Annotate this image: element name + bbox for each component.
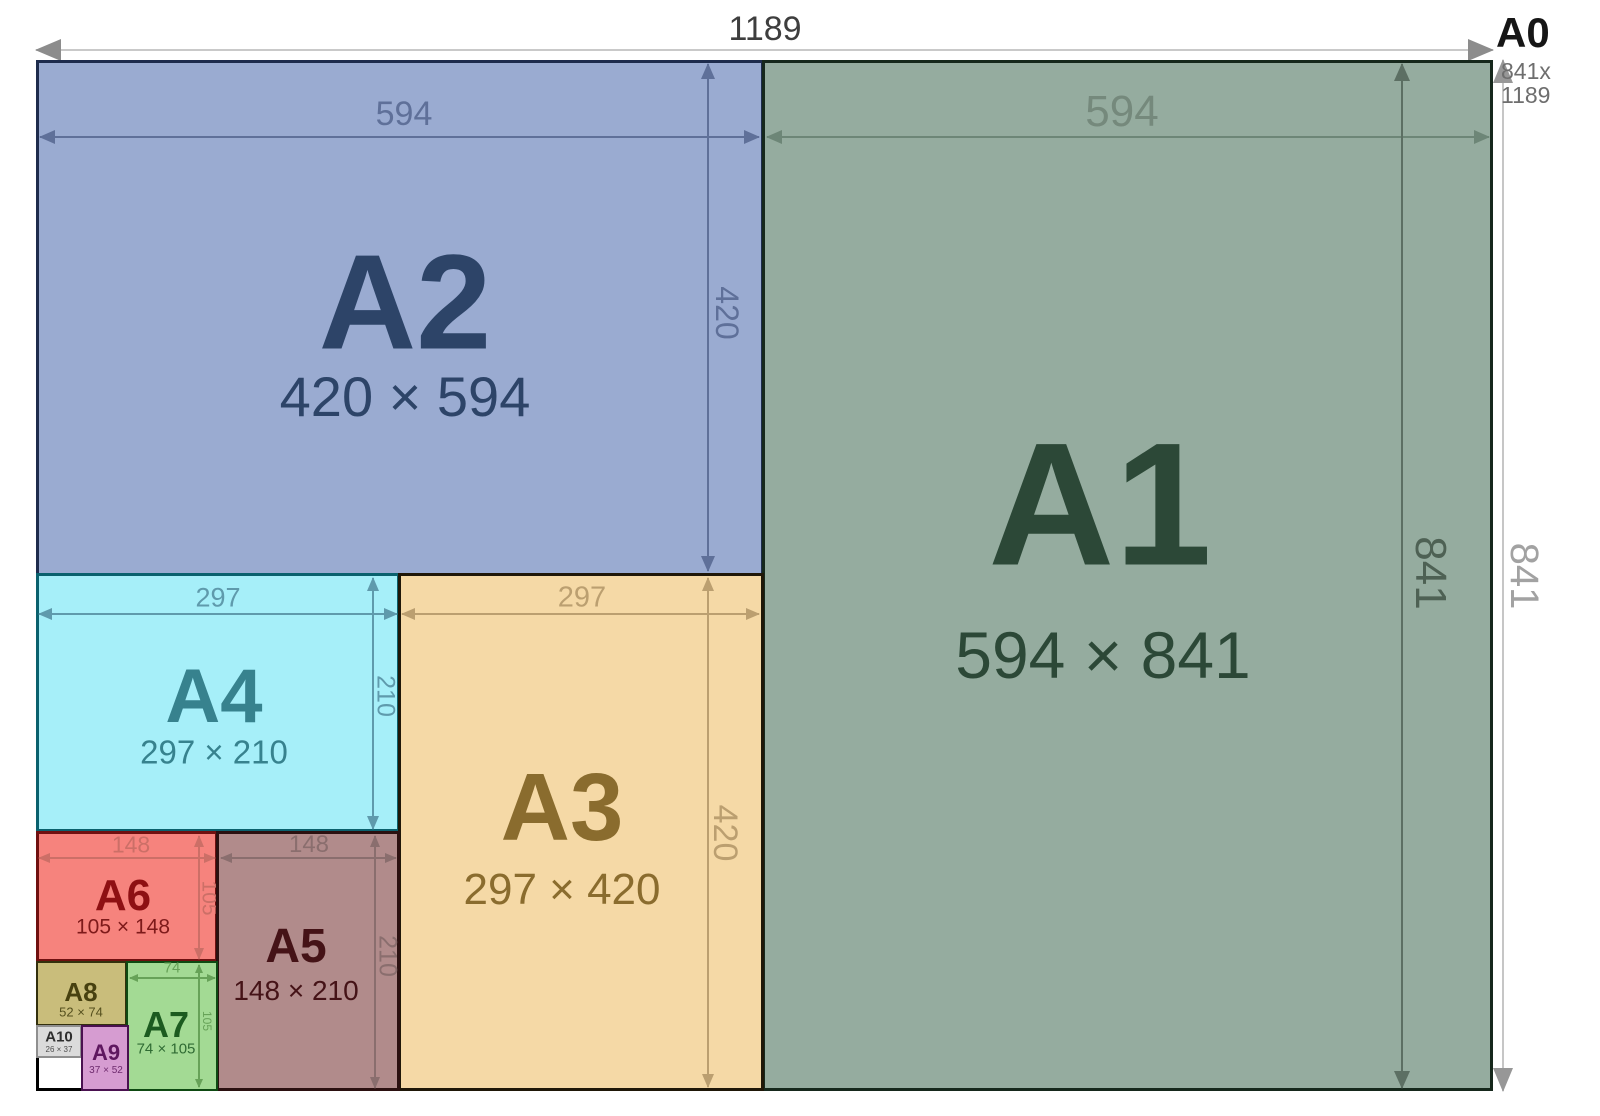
sheet-a9-rect: [81, 1025, 129, 1091]
arrow-left-icon: [38, 853, 50, 863]
sheet-a3-size: 297 × 420: [463, 865, 661, 914]
dim-line-a6-width: [38, 853, 216, 863]
dim-line-a1-height: [1394, 63, 1410, 1089]
sheet-a10-size: 26 × 37: [45, 1045, 73, 1054]
arrow-left-icon: [220, 853, 232, 863]
arrow-left-icon: [401, 608, 415, 620]
dim-line-a3-height: [702, 577, 714, 1088]
sheet-a2-rect: [36, 60, 764, 576]
arrow-up-icon: [1394, 63, 1410, 81]
dim-a4-width-label: 297: [195, 582, 241, 613]
arrow-up-icon: [194, 835, 204, 847]
dim-line-a6-height: [194, 835, 204, 960]
arrow-up-icon: [702, 577, 714, 591]
arrow-right-icon: [1468, 39, 1494, 61]
dim-a2-width-label: 594: [375, 95, 433, 133]
sheet-a5-label: A5: [265, 920, 327, 973]
arrow-right-icon: [746, 608, 760, 620]
sheet-a8-size: 52 × 74: [59, 1004, 103, 1020]
dim-a2-height-label: 420: [709, 286, 745, 340]
dim-a3-height-label: 420: [706, 804, 744, 862]
sheet-a9-size: 37 × 52: [89, 1065, 123, 1076]
sheet-a4-label: A4: [165, 654, 263, 739]
sheet-a6-rect: [36, 831, 218, 962]
dim-a5-width-label: 148: [288, 831, 330, 858]
arrow-right-icon: [744, 130, 760, 144]
dim-a6-width-label: 148: [111, 831, 151, 858]
sheet-a10-label: A10: [45, 1028, 73, 1046]
arrow-left-icon: [766, 130, 782, 144]
arrow-down-icon: [1394, 1071, 1410, 1089]
arrow-right-icon: [204, 853, 216, 863]
dim-line-a7-width: [129, 974, 216, 982]
dim-a1-height-label: 841: [1406, 536, 1455, 610]
sheet-a4-rect: [36, 573, 400, 832]
sheet-a5-size: 148 × 210: [233, 975, 359, 1006]
dim-line-a0-height: [1493, 59, 1513, 1092]
arrow-up-icon: [370, 835, 380, 847]
arrow-right-icon: [385, 853, 397, 863]
sheet-a3-rect: [398, 573, 764, 1091]
arrow-down-icon: [370, 1077, 380, 1089]
dim-line-a5-height: [370, 835, 380, 1089]
arrow-down-icon: [195, 1079, 203, 1088]
sheet-a4-size: 297 × 210: [140, 733, 288, 771]
dim-line-a4-width: [38, 608, 398, 620]
arrow-left-icon: [129, 974, 138, 982]
arrow-left-icon: [39, 130, 55, 144]
dim-a3-width-label: 297: [557, 581, 607, 614]
sheet-a1-rect: [762, 60, 1493, 1091]
dim-a0-height-label: 841: [1502, 542, 1546, 610]
arrow-down-icon: [367, 816, 379, 830]
dim-line-a1-width: [766, 130, 1490, 144]
sheet-a0-size-line1: 841x: [1501, 58, 1551, 84]
sheet-a6-size: 105 × 148: [75, 915, 171, 939]
arrow-down-icon: [1493, 1068, 1513, 1092]
sheet-a7-label: A7: [142, 1004, 190, 1045]
dim-a0-width-label: 1189: [728, 10, 802, 48]
arrow-up-icon: [701, 63, 715, 79]
sheet-a0-label: A0: [1496, 9, 1550, 56]
dim-a5-height-label: 210: [373, 935, 402, 977]
arrow-up-icon: [1493, 59, 1513, 83]
sheet-a2-label: A2: [318, 226, 492, 378]
arrow-up-icon: [195, 964, 203, 973]
dim-line-a4-height: [367, 577, 379, 830]
sheet-a8-label: A8: [64, 977, 98, 1007]
dim-line-a7-height: [195, 964, 203, 1088]
sheet-a2-size: 420 × 594: [279, 365, 531, 428]
arrow-right-icon: [384, 608, 398, 620]
dim-a7-width-label: 74: [163, 959, 181, 977]
sheet-a3-label: A3: [500, 754, 624, 861]
sheet-a0-size-line2: 1189: [1501, 82, 1551, 108]
dim-line-a2-height: [701, 63, 715, 572]
sheet-a1-size: 594 × 841: [955, 618, 1251, 692]
arrow-right-icon: [1474, 130, 1490, 144]
sheet-a1-label: A1: [988, 407, 1212, 603]
sheet-a9-label: A9: [91, 1040, 121, 1065]
sheet-a7-size: 74 × 105: [136, 1040, 196, 1058]
arrow-down-icon: [701, 556, 715, 572]
dim-a4-height-label: 210: [371, 675, 400, 717]
arrow-right-icon: [207, 974, 216, 982]
arrow-up-icon: [367, 577, 379, 591]
sheet-a6-label: A6: [94, 871, 152, 920]
arrow-down-icon: [194, 948, 204, 960]
dim-line-a5-width: [220, 853, 397, 863]
dim-a1-width-label: 594: [1085, 87, 1159, 136]
dim-a7-height-label: 105: [200, 1010, 214, 1032]
sheet-a10-rect: [36, 1025, 82, 1058]
dim-line-a3-width: [401, 608, 760, 620]
arrow-down-icon: [702, 1074, 714, 1088]
arrow-left-icon: [38, 608, 52, 620]
dim-line-a2-width: [39, 130, 760, 144]
dim-line-a0-width: [35, 39, 1494, 61]
arrow-left-icon: [35, 39, 61, 61]
